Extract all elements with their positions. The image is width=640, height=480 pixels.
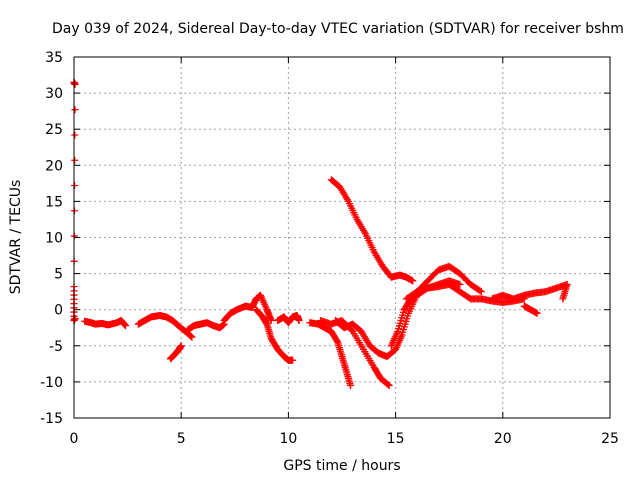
x-axis-label: GPS time / hours (283, 458, 400, 474)
data-point (533, 309, 541, 317)
chart-title: Day 039 of 2024, Sidereal Day-to-day VTE… (52, 21, 624, 37)
y-tick-label: 10 (45, 231, 63, 247)
data-point (347, 382, 355, 390)
data-point (187, 332, 195, 340)
data-point (71, 314, 79, 322)
data-point (477, 288, 485, 296)
y-tick-label: 25 (45, 122, 63, 138)
data-point (177, 342, 185, 350)
data-point (186, 332, 194, 340)
x-tick-label: 10 (279, 431, 297, 447)
y-axis-label: SDTVAR / TECUs (8, 180, 24, 295)
data-point (71, 106, 79, 114)
grid (74, 57, 610, 418)
x-tick-label: 20 (494, 431, 512, 447)
y-tick-label: 15 (45, 194, 63, 210)
data-point (476, 287, 484, 295)
axis-ticks: 0 5 10 15 20 25 -15 -10 -5 0 5 10 15 20 25 30 35 (40, 50, 619, 447)
x-tick-label: 5 (177, 431, 186, 447)
data-point (71, 156, 79, 164)
y-tick-label: 35 (45, 50, 63, 66)
data-point (71, 182, 79, 190)
x-tick-label: 15 (387, 431, 405, 447)
y-tick-label: -10 (40, 375, 63, 391)
x-tick-label: 0 (70, 431, 79, 447)
data-point (409, 277, 417, 285)
data-point (384, 381, 392, 389)
data-point (289, 356, 297, 364)
data-point (295, 317, 303, 325)
plot-frame (73, 56, 611, 419)
data-point (71, 131, 79, 139)
x-tick-label: 25 (601, 431, 619, 447)
data-points (70, 78, 571, 390)
y-tick-label: -15 (40, 411, 63, 427)
data-point (385, 382, 393, 390)
y-tick-label: 5 (54, 267, 63, 283)
data-point (559, 295, 567, 303)
data-point (456, 280, 464, 288)
data-point (121, 322, 129, 330)
y-tick-label: 30 (45, 86, 63, 102)
data-point (267, 317, 275, 325)
y-tick-label: 20 (45, 158, 63, 174)
data-point (333, 337, 341, 345)
data-point (71, 80, 79, 88)
y-tick-label: 0 (54, 303, 63, 319)
y-tick-label: -5 (49, 339, 63, 355)
data-point (188, 333, 196, 341)
